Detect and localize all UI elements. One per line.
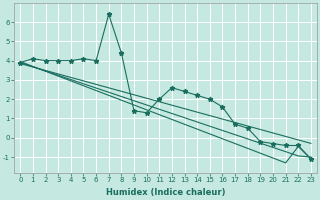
X-axis label: Humidex (Indice chaleur): Humidex (Indice chaleur) — [106, 188, 225, 197]
